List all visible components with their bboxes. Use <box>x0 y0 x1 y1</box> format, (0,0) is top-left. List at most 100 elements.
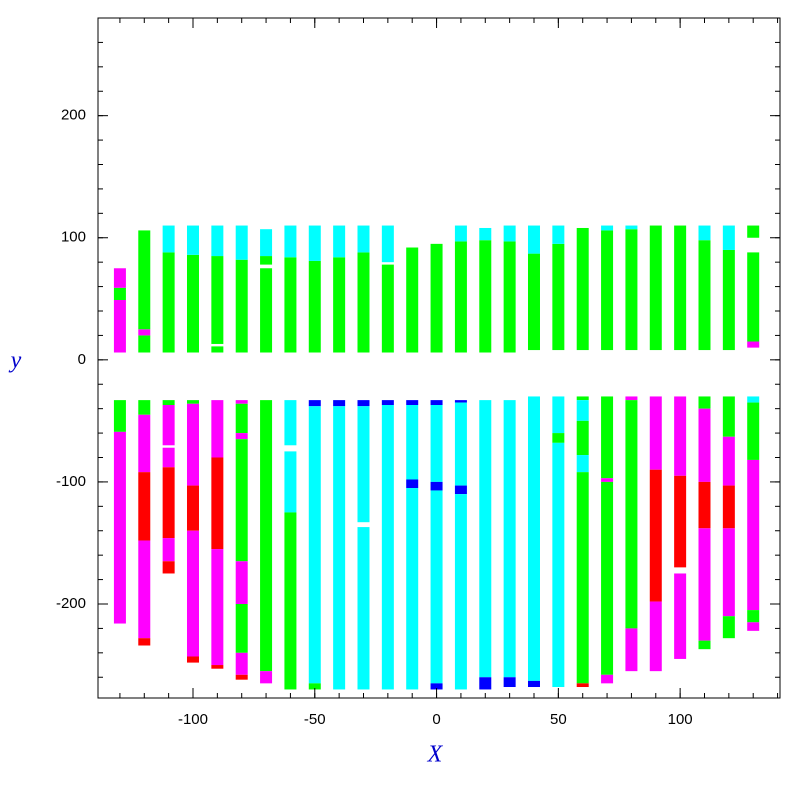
segment <box>235 400 248 404</box>
x-axis-label: X <box>427 742 444 768</box>
segment <box>381 225 394 263</box>
segment <box>284 225 297 258</box>
segment <box>138 540 151 639</box>
segment <box>576 400 589 421</box>
segment <box>138 230 151 330</box>
segment <box>162 252 175 353</box>
segment <box>722 485 735 529</box>
segment <box>649 396 662 470</box>
segment <box>333 257 346 353</box>
segment <box>186 403 199 486</box>
segment <box>162 400 175 406</box>
segment <box>211 665 224 669</box>
y-tick-label: 200 <box>61 107 86 124</box>
segment <box>211 225 224 257</box>
segment <box>235 403 248 434</box>
segment <box>479 400 492 678</box>
segment <box>138 329 151 336</box>
segment <box>625 229 638 351</box>
segment <box>235 439 248 562</box>
segment <box>625 400 638 629</box>
segment <box>186 400 199 404</box>
segment <box>674 475 687 568</box>
segment <box>186 485 199 531</box>
segment <box>576 683 589 688</box>
segment <box>552 433 565 443</box>
segment <box>722 249 735 351</box>
segment <box>552 225 565 244</box>
segment <box>211 549 224 666</box>
segment <box>430 405 443 482</box>
segment <box>162 467 175 539</box>
segment <box>138 414 151 473</box>
segment <box>284 451 297 513</box>
plot-frame <box>97 17 781 699</box>
segment <box>211 346 224 353</box>
segment <box>747 396 760 403</box>
segment <box>625 225 638 230</box>
segment <box>649 601 662 672</box>
segment <box>698 528 711 641</box>
segment <box>308 683 321 690</box>
segment <box>235 561 248 604</box>
segment <box>698 640 711 650</box>
y-tick-label: 100 <box>61 229 86 246</box>
segment <box>138 638 151 646</box>
y-tick-label: -200 <box>56 595 86 612</box>
segment <box>747 622 760 631</box>
segment <box>235 674 248 680</box>
segment <box>601 674 614 684</box>
segment <box>357 225 370 253</box>
segment <box>162 538 175 562</box>
segment <box>747 252 760 342</box>
segment <box>260 268 273 353</box>
x-tick-label: -50 <box>304 711 326 728</box>
segment <box>601 225 614 231</box>
segment <box>722 225 735 250</box>
segment <box>698 481 711 529</box>
segment <box>625 396 638 401</box>
x-tick-label: 0 <box>432 711 440 728</box>
x-tick-label: 50 <box>550 711 567 728</box>
segment <box>284 400 297 446</box>
segment <box>260 256 273 265</box>
segment <box>576 396 589 401</box>
segment <box>454 400 467 403</box>
segment <box>601 481 614 675</box>
segment <box>138 472 151 541</box>
segment <box>308 400 321 407</box>
segment <box>357 400 370 407</box>
segment <box>747 402 760 460</box>
segment <box>186 225 199 255</box>
segment <box>186 254 199 353</box>
y-axis-label: y <box>9 348 22 374</box>
segment <box>211 400 224 458</box>
segment <box>357 406 370 523</box>
segment <box>186 530 199 657</box>
segment <box>576 455 589 473</box>
segment <box>113 300 126 353</box>
segment <box>211 457 224 550</box>
segment <box>625 628 638 672</box>
segment <box>698 396 711 409</box>
segment <box>479 240 492 353</box>
segment <box>479 227 492 241</box>
segment <box>211 256 224 344</box>
segment <box>454 241 467 353</box>
segment <box>503 400 516 678</box>
segment <box>113 400 126 432</box>
segment <box>162 561 175 574</box>
segment <box>747 225 760 238</box>
segment <box>406 405 419 480</box>
segment <box>722 396 735 437</box>
segment <box>113 268 126 288</box>
segment <box>722 616 735 639</box>
segment <box>479 677 492 690</box>
segment <box>333 406 346 690</box>
segment <box>113 431 126 624</box>
segment <box>260 229 273 257</box>
segment <box>406 479 419 489</box>
segment <box>503 241 516 353</box>
segment <box>430 683 443 690</box>
